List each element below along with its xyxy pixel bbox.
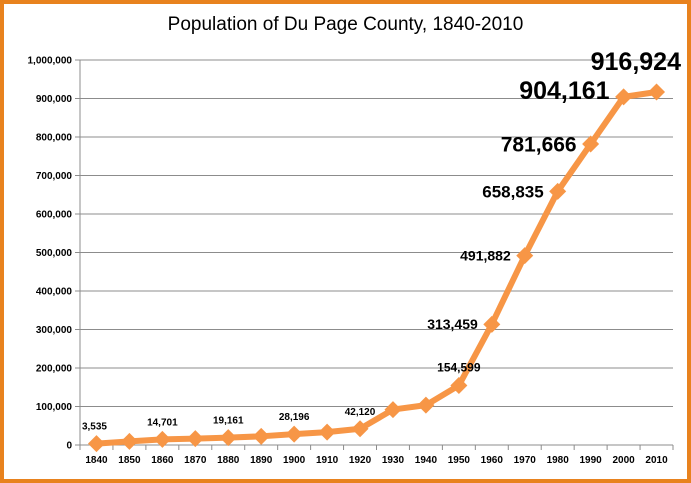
y-tick-label: 700,000 [36, 171, 73, 182]
gridlines [79, 59, 673, 446]
data-label: 904,161 [519, 77, 609, 105]
data-point [384, 401, 402, 419]
x-tick-label: 1980 [547, 455, 570, 466]
data-point [285, 425, 303, 443]
data-point [351, 420, 369, 438]
data-point [252, 427, 270, 445]
y-tick-label: 600,000 [36, 210, 73, 221]
y-tick-label: 300,000 [36, 325, 73, 336]
x-tick-label: 1970 [514, 455, 537, 466]
y-tick-label: 800,000 [36, 133, 73, 144]
data-point [120, 432, 138, 450]
y-tick-label: 200,000 [36, 364, 73, 375]
data-point [615, 88, 633, 106]
x-tick-label: 2000 [612, 455, 635, 466]
data-point [153, 430, 171, 448]
data-point [417, 396, 435, 414]
data-point [648, 83, 666, 101]
x-tick-label: 2010 [645, 455, 668, 466]
data-label: 781,666 [501, 133, 577, 156]
data-label: 916,924 [591, 48, 681, 76]
data-point [450, 376, 468, 394]
data-point [87, 435, 105, 453]
x-tick-label: 1880 [217, 455, 240, 466]
data-point [582, 135, 600, 153]
y-tick-label: 1,000,000 [28, 56, 73, 67]
data-label: 3,535 [82, 422, 107, 433]
x-tick-label: 1920 [349, 455, 372, 466]
data-point [219, 429, 237, 447]
x-tick-label: 1910 [316, 455, 339, 466]
data-point [516, 247, 534, 265]
y-tick-label: 900,000 [36, 94, 73, 105]
x-tick-label: 1850 [118, 455, 141, 466]
x-tick-label: 1990 [580, 455, 603, 466]
data-label: 658,835 [482, 182, 543, 201]
data-label: 19,161 [213, 416, 244, 427]
x-tick-label: 1960 [481, 455, 504, 466]
data-label: 491,882 [460, 248, 511, 264]
y-tick-label: 400,000 [36, 287, 73, 298]
data-label: 313,459 [427, 316, 478, 332]
data-point [186, 430, 204, 448]
x-tick-label: 1950 [448, 455, 471, 466]
x-tick-label: 1840 [85, 455, 108, 466]
data-label: 42,120 [345, 407, 376, 418]
x-tick-label: 1860 [151, 455, 174, 466]
data-point [318, 423, 336, 441]
y-tick-label: 100,000 [36, 402, 73, 413]
x-tick-label: 1870 [184, 455, 207, 466]
y-axis-ticks: 0 100,000 200,000 300,000 400,000 500,000 600,… [28, 56, 80, 452]
y-tick-label: 500,000 [36, 248, 73, 259]
data-point [549, 182, 567, 200]
chart-title: Population of Du Page County, 1840-2010 [167, 14, 524, 35]
x-tick-label: 1890 [250, 455, 273, 466]
x-axis-ticks: 1840 1850 1860 1870 1880 1890 1900 1910 1920 1930… [79, 445, 674, 466]
x-tick-label: 1900 [283, 455, 306, 466]
x-tick-label: 1940 [415, 455, 438, 466]
data-label: 28,196 [279, 412, 310, 423]
data-label: 14,701 [147, 417, 178, 428]
x-tick-label: 1930 [382, 455, 405, 466]
series-population [87, 83, 666, 453]
data-point [483, 315, 501, 333]
data-labels: 3,535 14,701 19,161 28,196 42,120 154,599 313,… [82, 48, 681, 433]
y-tick-label: 0 [66, 441, 72, 452]
data-label: 154,599 [437, 360, 481, 374]
